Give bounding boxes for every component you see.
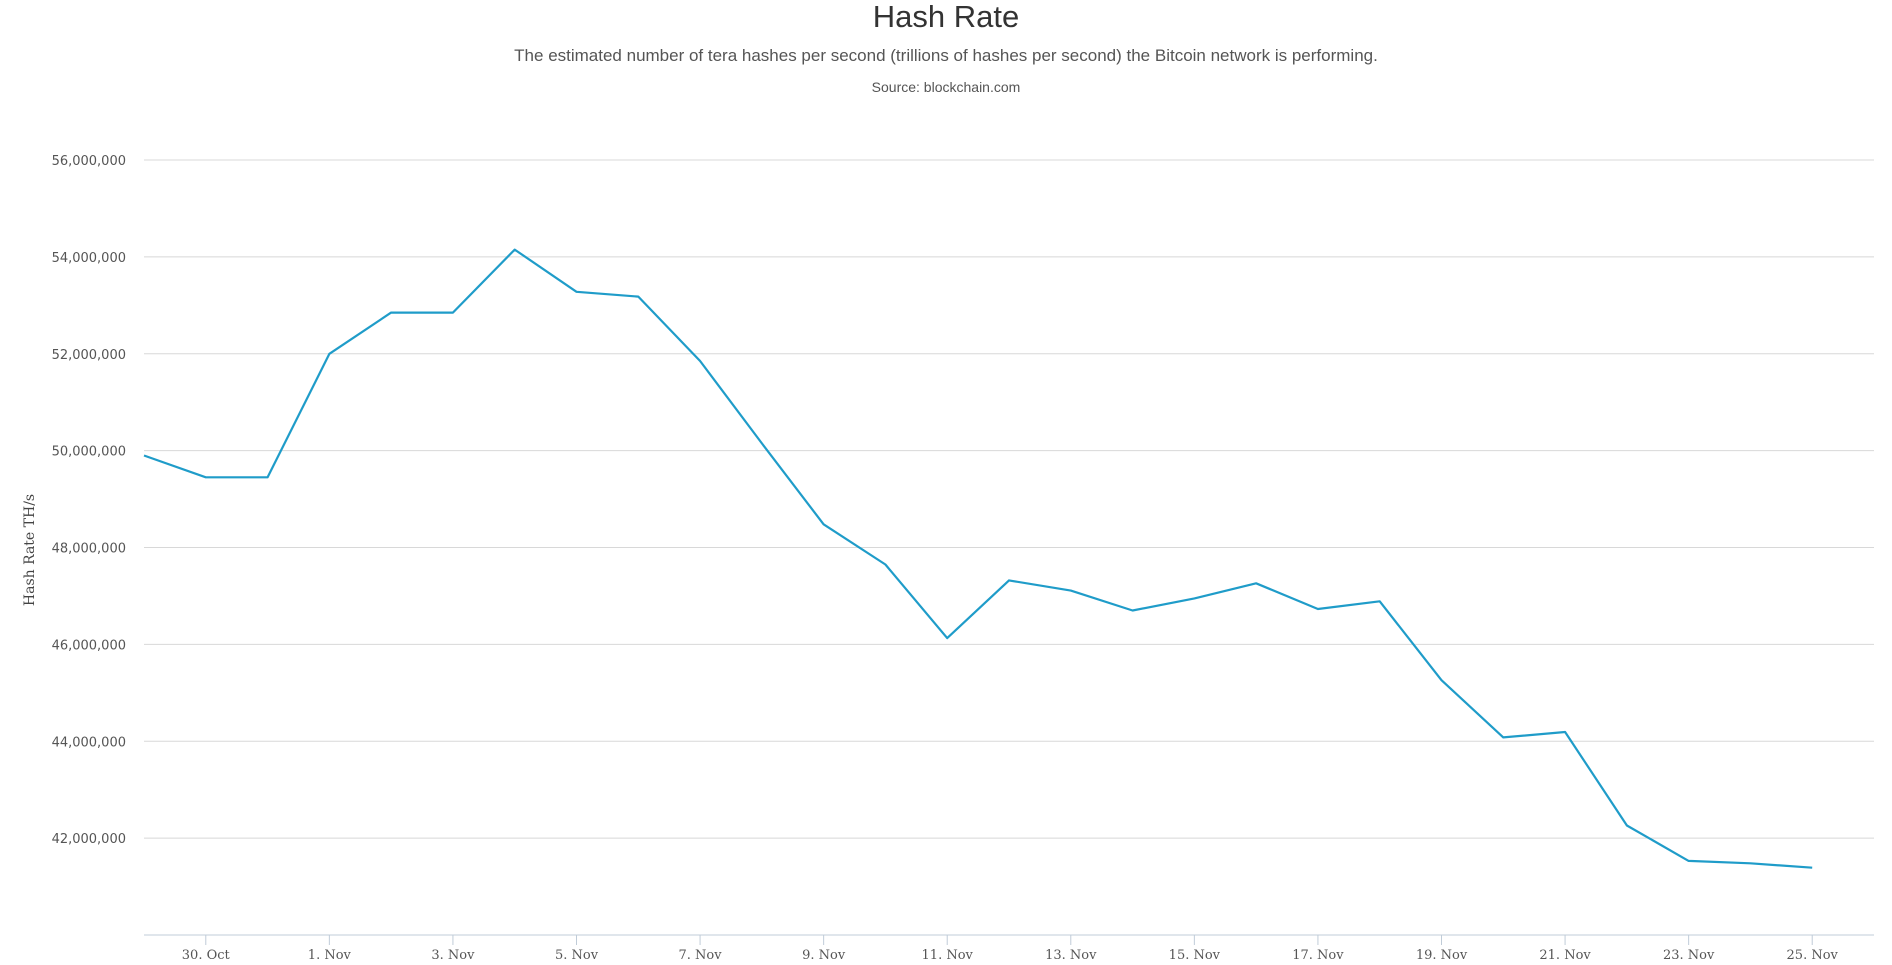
data-point[interactable] bbox=[1624, 823, 1630, 829]
series-line bbox=[143, 248, 1813, 869]
x-tick-label: 19. Nov bbox=[1416, 948, 1468, 963]
y-tick-label: 46,000,000 bbox=[52, 638, 126, 653]
data-point[interactable] bbox=[635, 294, 641, 300]
x-axis: 30. Oct 1. Nov 3. Nov 5. Nov 7. Nov 9. Nov 11.… bbox=[144, 934, 1874, 963]
x-tick-label: 25. Nov bbox=[1787, 948, 1839, 963]
chart-source: Source: blockchain.com bbox=[871, 79, 1021, 95]
data-point[interactable] bbox=[1686, 858, 1692, 864]
data-point[interactable] bbox=[1006, 577, 1012, 583]
data-point[interactable] bbox=[512, 247, 518, 253]
chart-title: Hash Rate bbox=[872, 0, 1020, 34]
x-tick-label: 9. Nov bbox=[802, 948, 846, 963]
data-point[interactable] bbox=[203, 474, 209, 480]
x-tick-label: 3. Nov bbox=[431, 948, 475, 963]
series-layer bbox=[141, 247, 1815, 871]
x-tick-label: 7. Nov bbox=[679, 948, 723, 963]
x-tick-label: 30. Oct bbox=[182, 948, 231, 963]
y-tick-label: 52,000,000 bbox=[52, 348, 126, 363]
y-axis-label: Hash Rate TH/s bbox=[22, 494, 38, 606]
grid-lines bbox=[144, 159, 1874, 839]
data-point[interactable] bbox=[1377, 598, 1383, 604]
data-point[interactable] bbox=[141, 452, 147, 458]
x-tick-label: 5. Nov bbox=[555, 948, 599, 963]
data-point[interactable] bbox=[1191, 595, 1197, 601]
data-point[interactable] bbox=[1315, 606, 1321, 612]
data-point[interactable] bbox=[574, 289, 580, 295]
data-point[interactable] bbox=[697, 358, 703, 364]
data-point[interactable] bbox=[1439, 677, 1445, 683]
y-tick-label: 50,000,000 bbox=[52, 445, 126, 460]
data-point[interactable] bbox=[1562, 729, 1568, 735]
y-tick-label: 42,000,000 bbox=[52, 832, 126, 847]
data-point[interactable] bbox=[821, 521, 827, 527]
x-tick-label: 17. Nov bbox=[1292, 948, 1344, 963]
data-point[interactable] bbox=[450, 310, 456, 316]
chart-subtitle: The estimated number of tera hashes per … bbox=[514, 46, 1378, 65]
data-point[interactable] bbox=[759, 440, 765, 446]
data-point[interactable] bbox=[944, 635, 950, 641]
data-point[interactable] bbox=[882, 561, 888, 567]
y-tick-label: 56,000,000 bbox=[52, 154, 126, 169]
data-point[interactable] bbox=[1747, 860, 1753, 866]
x-tick-label: 11. Nov bbox=[922, 948, 974, 963]
data-point[interactable] bbox=[265, 474, 271, 480]
data-point[interactable] bbox=[1068, 588, 1074, 594]
x-tick-label: 15. Nov bbox=[1169, 948, 1221, 963]
x-tick-label: 21. Nov bbox=[1539, 948, 1591, 963]
data-point[interactable] bbox=[388, 310, 394, 316]
data-point[interactable] bbox=[1500, 734, 1506, 740]
y-tick-label: 48,000,000 bbox=[52, 542, 126, 557]
data-point[interactable] bbox=[1253, 580, 1259, 586]
y-tick-label: 54,000,000 bbox=[52, 251, 126, 266]
y-axis-ticks: 42,000,000 44,000,000 46,000,000 48,000,000… bbox=[52, 154, 126, 847]
data-point[interactable] bbox=[326, 351, 332, 357]
x-tick-label: 1. Nov bbox=[308, 948, 352, 963]
x-tick-label: 23. Nov bbox=[1663, 948, 1715, 963]
x-tick-label: 13. Nov bbox=[1045, 948, 1097, 963]
y-tick-label: 44,000,000 bbox=[52, 735, 126, 750]
data-point[interactable] bbox=[1809, 865, 1815, 871]
data-point[interactable] bbox=[1130, 607, 1136, 613]
